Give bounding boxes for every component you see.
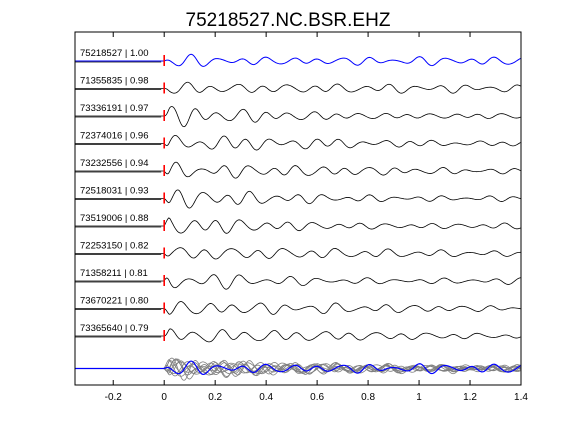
trace-line [75,217,521,234]
trace-labels-layer: 75218527 | 1.00 71355835 | 0.98 73336191 |… [75,48,162,338]
trace-label: 71355835 | 0.98 [80,76,149,87]
x-tick-label: 0 [161,392,167,403]
trace-line [75,53,521,67]
x-tick-label: 0.4 [259,392,273,403]
trace-label: 73232556 | 0.94 [80,158,149,169]
trace-label: 73336191 | 0.97 [80,103,149,114]
x-ticks-layer: -0.2 0 0.2 0.4 0.6 0.8 1 1.2 1.4 [105,32,528,403]
trace-label: 72253150 | 0.82 [80,241,149,252]
trace-label: 72518031 | 0.93 [80,186,149,197]
trace-label: 73670221 | 0.80 [80,296,149,307]
trace-line [75,81,521,94]
x-tick-label: 1.2 [463,392,477,403]
trace-label: 71358211 | 0.81 [80,268,148,279]
axes-box [74,31,522,386]
trace-label: 73365640 | 0.79 [80,323,149,334]
trace-line [75,274,521,290]
trace-label: 72374016 | 0.96 [80,131,149,142]
trace-line [75,161,521,179]
trace-line [75,189,521,209]
trace-label: 75218527 | 1.00 [80,48,149,59]
x-tick-label: 1 [416,392,422,403]
x-tick-label: 0.8 [361,392,375,403]
trace-line [75,328,521,343]
traces-layer [75,53,521,381]
trace-line [75,301,521,315]
x-tick-label: 0.6 [310,392,324,403]
stack-reference-line [75,360,521,376]
trace-line [75,247,521,260]
trace-label: 73519006 | 0.88 [80,213,149,224]
x-tick-label: 0.2 [208,392,222,403]
x-tick-label: -0.2 [105,392,123,403]
x-tick-label: 1.4 [514,392,528,403]
trace-line [75,135,521,151]
trace-line [75,106,521,128]
chart-title: 75218527.NC.BSR.EHZ [185,10,391,31]
